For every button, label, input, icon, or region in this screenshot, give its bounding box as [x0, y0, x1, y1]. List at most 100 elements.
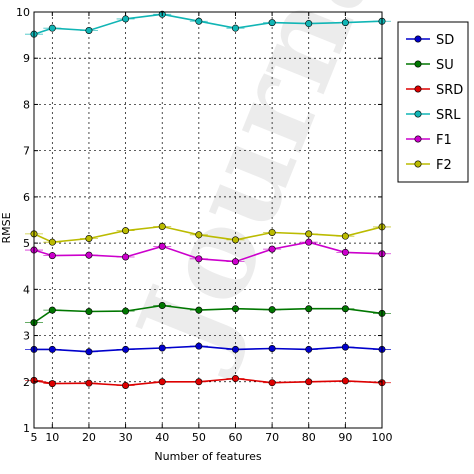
legend-label: F2: [436, 158, 452, 173]
data-point: [231, 236, 239, 244]
data-point: [85, 308, 93, 316]
legend-item-srd: SRD: [406, 83, 463, 98]
data-point: [48, 252, 56, 260]
data-point: [85, 234, 93, 242]
ticks: 5 10 20 30 40 50 60 70 80 90 100 1 2 3 4 5 6 7 8 9 10: [16, 6, 393, 444]
legend-swatch-marker: [414, 60, 422, 68]
data-point: [341, 19, 349, 27]
data-point: [48, 345, 56, 353]
legend-label: SD: [436, 33, 454, 48]
legend-label: SRL: [436, 108, 461, 123]
y-tick-label: 5: [23, 237, 30, 250]
legend-swatch-marker: [414, 35, 422, 43]
data-point: [305, 378, 313, 386]
x-axis-label: Number of features: [154, 450, 261, 463]
data-point: [341, 305, 349, 313]
legend-item-f1: F1: [406, 133, 452, 148]
x-tick-label: 40: [155, 431, 169, 444]
legend: SD SU SRD SRL F1 F2: [397, 21, 469, 183]
series-su: [25, 302, 391, 327]
data-point: [195, 231, 203, 239]
data-point: [268, 344, 276, 352]
data-point: [122, 227, 130, 235]
data-point: [305, 345, 313, 353]
data-point: [341, 232, 349, 240]
y-tick-label: 10: [16, 6, 30, 19]
data-point: [158, 242, 166, 250]
series-layer: [25, 10, 391, 389]
data-point: [341, 377, 349, 385]
data-point: [48, 380, 56, 388]
data-point: [341, 343, 349, 351]
watermark: Journal: [107, 0, 428, 384]
legend-item-sd: SD: [406, 33, 454, 48]
data-point: [195, 17, 203, 25]
data-point: [195, 378, 203, 386]
data-point: [268, 245, 276, 253]
data-point: [195, 255, 203, 263]
x-tick-label: 50: [192, 431, 206, 444]
data-point: [305, 20, 313, 28]
x-tick-label: 20: [82, 431, 96, 444]
legend-label: F1: [436, 133, 452, 148]
x-tick-label: 5: [31, 431, 38, 444]
data-point: [48, 238, 56, 246]
legend-swatch-marker: [414, 135, 422, 143]
x-tick-label: 70: [265, 431, 279, 444]
legend-swatch-marker: [414, 110, 422, 118]
data-point: [158, 302, 166, 310]
legend-box: [397, 21, 469, 183]
data-point: [122, 307, 130, 315]
data-point: [122, 381, 130, 389]
data-point: [305, 305, 313, 313]
data-point: [85, 251, 93, 259]
legend-item-srl: SRL: [406, 108, 461, 123]
y-tick-label: 9: [23, 52, 30, 65]
data-point: [158, 344, 166, 352]
data-point: [268, 228, 276, 236]
x-tick-label: 30: [119, 431, 133, 444]
y-tick-label: 3: [23, 330, 30, 343]
data-point: [231, 24, 239, 32]
x-tick-label: 90: [338, 431, 352, 444]
x-tick-label: 80: [302, 431, 316, 444]
data-point: [158, 222, 166, 230]
data-point: [341, 248, 349, 256]
data-point: [268, 306, 276, 314]
data-point: [158, 378, 166, 386]
y-tick-label: 2: [23, 376, 30, 389]
data-point: [231, 305, 239, 313]
legend-item-f2: F2: [406, 158, 452, 173]
data-point: [48, 24, 56, 32]
data-point: [268, 19, 276, 27]
y-tick-label: 6: [23, 191, 30, 204]
legend-swatch-marker: [414, 160, 422, 168]
y-tick-label: 1: [23, 422, 30, 435]
legend-swatch-marker: [414, 85, 422, 93]
data-point: [305, 238, 313, 246]
plot-frame: [33, 11, 383, 429]
y-axis-label: RMSE: [0, 212, 13, 243]
data-point: [231, 345, 239, 353]
data-point: [195, 306, 203, 314]
legend-label: SRD: [436, 83, 463, 98]
series-sd: [25, 342, 391, 356]
data-point: [85, 348, 93, 356]
x-tick-label: 100: [372, 431, 393, 444]
data-point: [48, 306, 56, 314]
data-point: [195, 342, 203, 350]
legend-item-su: SU: [406, 58, 454, 73]
data-point: [122, 253, 130, 261]
series-f1: [25, 238, 391, 266]
data-point: [231, 258, 239, 266]
data-point: [231, 375, 239, 383]
x-tick-label: 10: [45, 431, 59, 444]
data-point: [122, 15, 130, 23]
data-point: [85, 26, 93, 34]
legend-label: SU: [436, 58, 454, 73]
data-point: [305, 230, 313, 238]
x-tick-label: 60: [228, 431, 242, 444]
data-point: [122, 345, 130, 353]
y-tick-label: 7: [23, 145, 30, 158]
